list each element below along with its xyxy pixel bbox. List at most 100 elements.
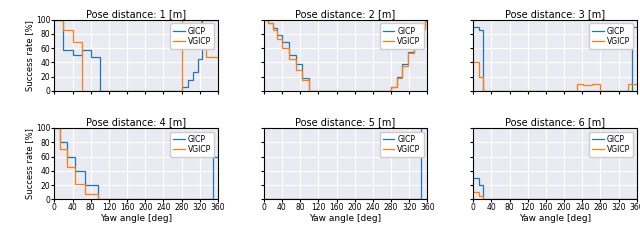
- VGICP: [479, 198, 487, 201]
- GICP: [479, 29, 487, 32]
- GICP: [87, 49, 95, 52]
- Line: GICP: GICP: [264, 128, 428, 199]
- VGICP: [71, 166, 79, 169]
- GICP: [184, 86, 192, 89]
- VGICP: [278, 37, 286, 40]
- GICP: [285, 41, 292, 44]
- VGICP: [191, 18, 199, 21]
- GICP: [475, 25, 483, 28]
- VGICP: [479, 75, 487, 78]
- VGICP: [214, 56, 222, 59]
- VGICP: [630, 82, 637, 85]
- VGICP: [475, 191, 483, 194]
- VGICP: [299, 79, 307, 82]
- X-axis label: Yaw angle [deg]: Yaw angle [deg]: [519, 214, 591, 223]
- GICP: [479, 184, 487, 186]
- GICP: [189, 79, 197, 82]
- Line: GICP: GICP: [473, 178, 637, 199]
- VGICP: [273, 29, 281, 32]
- VGICP: [579, 82, 587, 85]
- GICP: [210, 198, 218, 201]
- GICP: [387, 86, 395, 89]
- VGICP: [479, 194, 487, 197]
- Legend: GICP, VGICP: GICP, VGICP: [170, 24, 214, 49]
- VGICP: [596, 90, 604, 92]
- VGICP: [424, 20, 431, 23]
- VGICP: [60, 28, 67, 31]
- GICP: [479, 90, 487, 92]
- Line: VGICP: VGICP: [473, 192, 637, 199]
- VGICP: [399, 64, 406, 67]
- VGICP: [633, 82, 640, 85]
- VGICP: [299, 68, 307, 71]
- Line: VGICP: VGICP: [54, 20, 218, 91]
- VGICP: [624, 90, 632, 92]
- GICP: [178, 86, 186, 89]
- GICP: [418, 198, 426, 201]
- GICP: [81, 169, 89, 172]
- VGICP: [305, 79, 313, 82]
- GICP: [624, 90, 632, 92]
- GICP: [269, 22, 276, 25]
- VGICP: [387, 90, 395, 92]
- GICP: [421, 27, 429, 30]
- VGICP: [56, 126, 64, 129]
- X-axis label: Yaw angle [deg]: Yaw angle [deg]: [100, 214, 172, 223]
- Legend: GICP, VGICP: GICP, VGICP: [170, 132, 214, 157]
- GICP: [416, 27, 424, 30]
- VGICP: [475, 61, 483, 64]
- GICP: [404, 50, 412, 53]
- GICP: [63, 141, 71, 144]
- Title: Pose distance: 6 [m]: Pose distance: 6 [m]: [505, 117, 605, 127]
- GICP: [624, 90, 632, 92]
- GICP: [264, 18, 272, 21]
- VGICP: [421, 20, 429, 23]
- VGICP: [475, 75, 483, 78]
- GICP: [260, 198, 268, 201]
- Title: Pose distance: 1 [m]: Pose distance: 1 [m]: [86, 9, 186, 19]
- GICP: [96, 56, 104, 59]
- GICP: [418, 126, 426, 129]
- VGICP: [633, 198, 640, 201]
- GICP: [469, 176, 477, 179]
- GICP: [189, 71, 197, 74]
- GICP: [71, 155, 79, 158]
- Line: GICP: GICP: [54, 128, 218, 199]
- GICP: [56, 141, 64, 144]
- GICP: [399, 62, 406, 65]
- Title: Pose distance: 5 [m]: Pose distance: 5 [m]: [296, 117, 396, 127]
- VGICP: [81, 192, 89, 195]
- GICP: [424, 20, 431, 23]
- GICP: [269, 27, 276, 30]
- VGICP: [416, 28, 424, 31]
- GICP: [292, 54, 300, 57]
- Line: VGICP: VGICP: [264, 20, 428, 91]
- VGICP: [197, 18, 205, 21]
- VGICP: [78, 90, 86, 92]
- GICP: [410, 50, 418, 53]
- Line: GICP: GICP: [54, 20, 218, 91]
- VGICP: [202, 56, 209, 59]
- GICP: [60, 18, 67, 21]
- VGICP: [208, 56, 216, 59]
- GICP: [60, 49, 67, 52]
- X-axis label: Yaw angle [deg]: Yaw angle [deg]: [310, 214, 381, 223]
- GICP: [81, 184, 89, 186]
- VGICP: [68, 28, 76, 31]
- GICP: [278, 41, 286, 44]
- GICP: [475, 29, 483, 32]
- VGICP: [269, 29, 276, 32]
- VGICP: [404, 64, 412, 67]
- VGICP: [305, 90, 313, 92]
- GICP: [63, 155, 71, 158]
- GICP: [292, 62, 300, 65]
- Legend: GICP, VGICP: GICP, VGICP: [380, 24, 424, 49]
- VGICP: [269, 22, 276, 25]
- GICP: [68, 49, 76, 52]
- GICP: [78, 49, 86, 52]
- VGICP: [71, 182, 79, 185]
- GICP: [87, 56, 95, 59]
- Legend: GICP, VGICP: GICP, VGICP: [589, 24, 633, 49]
- GICP: [305, 77, 313, 80]
- Y-axis label: Success rate [%]: Success rate [%]: [26, 128, 35, 199]
